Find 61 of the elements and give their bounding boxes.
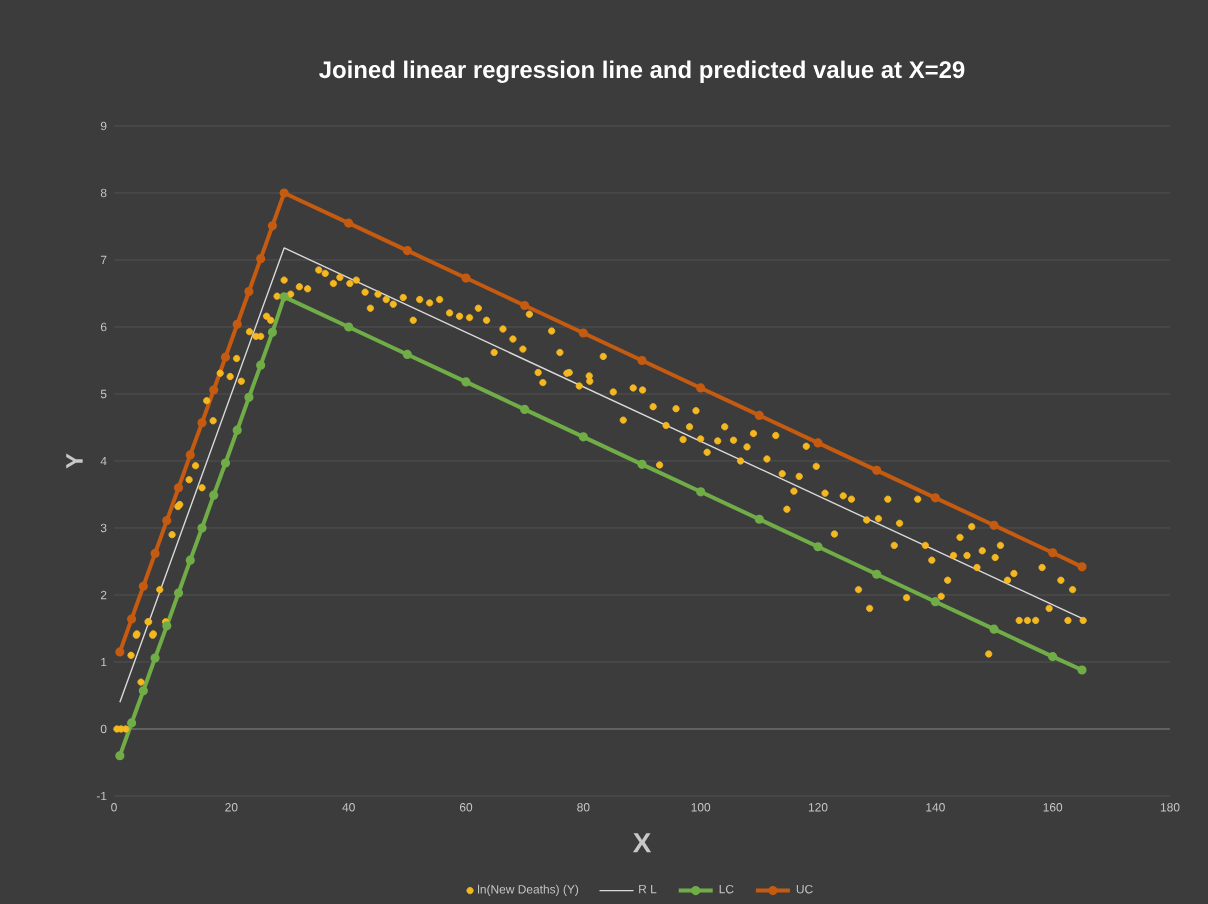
point: [520, 300, 530, 310]
point: [578, 328, 588, 338]
point: [244, 392, 254, 402]
point: [461, 377, 471, 387]
point: [279, 292, 289, 302]
point: [402, 245, 412, 256]
point: [461, 273, 471, 283]
point: [138, 686, 148, 696]
point: [173, 588, 184, 598]
point: [989, 624, 999, 634]
point: [256, 253, 266, 264]
point: [127, 718, 137, 728]
point: [279, 188, 289, 198]
point: [173, 483, 184, 493]
point: [162, 621, 172, 631]
point: [637, 355, 647, 365]
point: [150, 548, 160, 558]
point: [696, 487, 706, 497]
point: [267, 221, 277, 231]
point: [267, 327, 277, 337]
point: [150, 653, 160, 663]
point: [930, 493, 940, 503]
point: [209, 490, 219, 500]
point: [872, 569, 882, 579]
point: [162, 515, 172, 526]
point: [1077, 665, 1087, 675]
point: [1048, 651, 1058, 662]
point: [244, 286, 254, 296]
point: [989, 520, 999, 530]
point: [696, 383, 706, 393]
point: [930, 596, 940, 607]
point: [344, 322, 354, 332]
point: [209, 385, 219, 395]
point: [578, 432, 588, 442]
point: [197, 523, 207, 533]
point: [813, 541, 823, 552]
x-axis-title: X: [632, 832, 652, 853]
point: [344, 218, 354, 228]
y-axis-title: Y: [66, 453, 83, 469]
point: [256, 360, 266, 370]
point: [754, 514, 764, 524]
point: [127, 614, 137, 624]
point: [197, 418, 207, 428]
point: [402, 349, 412, 359]
point: [872, 465, 882, 475]
point: [185, 555, 195, 565]
point: [1077, 562, 1087, 572]
point: [115, 751, 125, 761]
point: [232, 319, 242, 329]
point: [232, 425, 242, 435]
point: [220, 352, 231, 362]
point: [1048, 548, 1058, 558]
point: [115, 647, 125, 657]
point: [138, 581, 148, 591]
point: [520, 404, 530, 414]
point: [813, 438, 823, 448]
point: [185, 450, 195, 460]
point: [220, 458, 231, 468]
chart-title: Joined linear regression line and predicted value at X=29: [319, 60, 965, 83]
point: [754, 410, 764, 420]
point: [637, 459, 647, 469]
